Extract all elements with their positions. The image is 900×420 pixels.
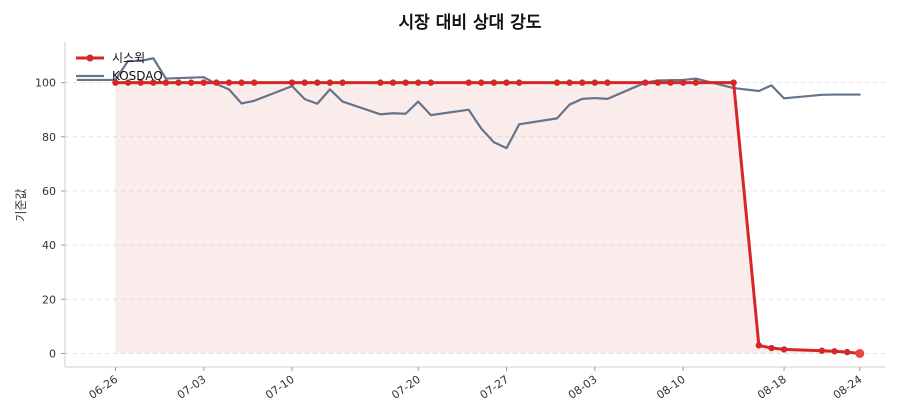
data-point (427, 79, 435, 86)
series-markers (112, 79, 865, 358)
x-tick-label: 06-26 (87, 373, 121, 402)
data-point (150, 79, 157, 86)
data-point (339, 79, 346, 86)
data-point (187, 79, 195, 86)
data-point (225, 79, 233, 86)
data-point (251, 79, 258, 86)
data-point (238, 79, 245, 86)
data-point (566, 79, 573, 86)
data-point (137, 79, 144, 86)
legend-label: KOSDAQ (112, 69, 163, 83)
data-point (579, 79, 586, 86)
data-point (553, 79, 561, 86)
data-point (326, 79, 334, 86)
data-point (112, 79, 119, 86)
data-point (654, 79, 662, 86)
data-point (818, 347, 826, 354)
data-point (377, 79, 384, 86)
y-tick-label: 100 (35, 77, 56, 90)
data-point (301, 79, 308, 86)
x-tick-label: 08-03 (566, 373, 600, 402)
x-tick-label: 08-24 (831, 373, 865, 402)
data-point (288, 79, 296, 86)
x-tick-label: 07-20 (389, 373, 423, 402)
data-point (162, 79, 170, 86)
data-point (213, 79, 220, 86)
data-point (402, 79, 409, 86)
x-tick-label: 07-27 (478, 373, 512, 402)
y-tick-label: 40 (42, 239, 56, 252)
y-tick-label: 0 (49, 347, 56, 360)
data-point (667, 79, 674, 86)
y-axis-label: 기준값 (14, 188, 28, 221)
data-point (679, 79, 687, 86)
x-tick-labels: 06-26 07-03 07-10 07-20 07-27 08-03 08-10 08-18… (87, 367, 865, 402)
y-tick-labels: 0 20 40 60 80 100 (35, 77, 65, 360)
data-point (768, 344, 775, 352)
y-tick-label: 80 (42, 131, 56, 144)
data-point (843, 348, 851, 356)
legend: 시스윅 KOSDAQ (76, 51, 163, 83)
x-tick-label: 07-03 (175, 373, 209, 402)
data-point (124, 79, 132, 86)
data-point (465, 79, 472, 86)
data-point (490, 79, 498, 86)
data-point (389, 79, 397, 86)
data-point (478, 79, 485, 86)
data-point (604, 79, 611, 86)
data-point (591, 79, 599, 86)
data-point (642, 79, 649, 86)
legend-label: 시스윅 (112, 51, 145, 65)
data-point (415, 79, 422, 86)
data-point (692, 79, 699, 86)
y-tick-label: 60 (42, 185, 56, 198)
data-point (755, 342, 763, 349)
y-tick-label: 20 (42, 293, 56, 306)
series-area-fill (115, 82, 860, 354)
data-point (730, 79, 737, 86)
data-point (175, 79, 182, 86)
data-point (831, 348, 838, 355)
chart-title: 시장 대비 상대 강도 (399, 13, 542, 33)
data-point (200, 79, 207, 86)
data-point (515, 79, 523, 86)
x-tick-label: 08-10 (654, 373, 688, 402)
data-point (314, 79, 321, 86)
series-fills (115, 82, 860, 354)
x-tick-label: 07-10 (263, 373, 297, 402)
x-tick-label: 08-18 (755, 373, 789, 402)
legend-marker (86, 54, 94, 62)
data-point (855, 348, 865, 358)
data-point (780, 346, 788, 353)
data-point (503, 79, 510, 86)
